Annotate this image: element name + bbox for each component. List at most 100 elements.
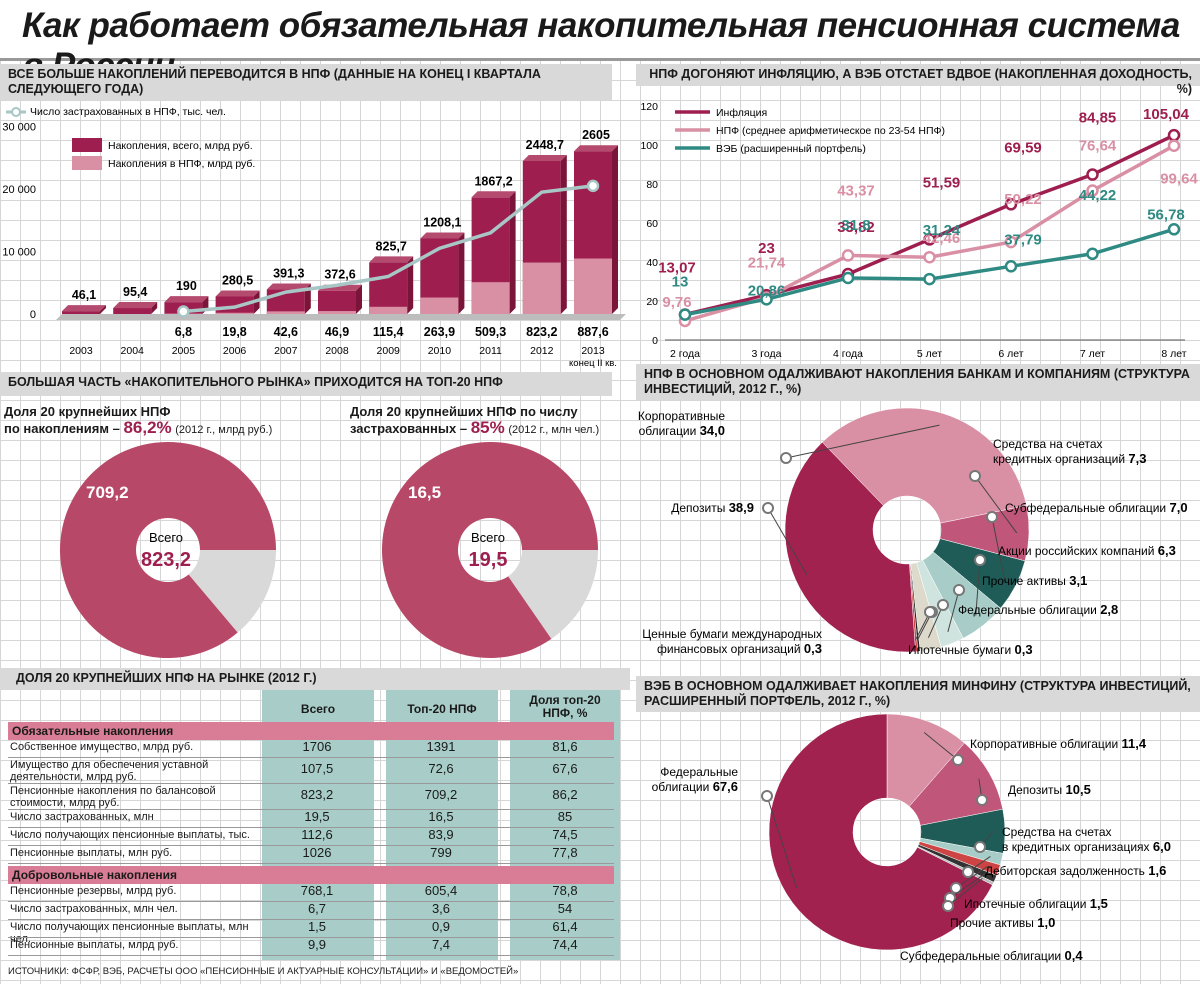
row-value: 86,2: [552, 787, 578, 802]
pie-leader-line: [949, 873, 985, 899]
series-value-label: 13: [672, 274, 689, 291]
series-value-label: 33,82: [837, 219, 875, 236]
donut-left-title-2: по накоплениям –: [4, 421, 124, 436]
donut-total-value: 19,5: [469, 549, 508, 571]
row-value: 6,7: [307, 901, 327, 916]
row-value: 1706: [302, 739, 332, 754]
series-value-label: 42,46: [923, 230, 961, 247]
bar-npf-value: 42,6: [274, 325, 298, 339]
bar-total-side: [612, 145, 618, 314]
pie-slice-label: Корпоративные: [638, 409, 725, 423]
row-divider: [8, 845, 614, 846]
pie-slice-name: Субфедеральные облигации: [1005, 501, 1169, 515]
col-header-total: Всего: [300, 702, 336, 716]
pie-slice-label: Дебиторская задолженность 1,6: [985, 863, 1166, 878]
bar-total-top: [215, 290, 260, 297]
bar-npf: [318, 311, 356, 314]
donut-right-pct: 85%: [470, 418, 505, 437]
bar-total-side: [509, 191, 516, 314]
legend-label: НПФ (среднее арифметическое по 23-54 НПФ…: [716, 125, 945, 137]
x-tick-label: 2012: [530, 345, 554, 357]
pie-slice-name: Прочие активы: [950, 916, 1037, 930]
x-tick-label: 2013: [581, 345, 605, 357]
x-tick-label: 2009: [377, 345, 401, 357]
row-value: 3,6: [431, 901, 451, 916]
y-tick-label: 10 000: [2, 247, 36, 259]
pie-leader-dot: [780, 452, 792, 464]
pie-slice-label: Депозиты 10,5: [1008, 782, 1091, 797]
bar-chart-accumulations: 0 10 000 20 000 30 000 Число застрахованных …: [2, 106, 626, 369]
pie-slice-name: Депозиты: [671, 501, 729, 515]
bar-total-value: 825,7: [376, 239, 407, 253]
row-value: 709,2: [424, 787, 458, 802]
table-row: Пенсионные выплаты, млрд руб. 9,9 7,4 74,4: [0, 938, 630, 956]
x-tick-label: 2 года: [670, 348, 700, 360]
legend-label: Инфляция: [716, 107, 767, 119]
insured-line: [183, 184, 594, 314]
pie-slice-value: 0,4: [1064, 948, 1083, 963]
bar-npf: [522, 262, 561, 314]
table-row: Имущество для обеспечения уставной деяте…: [0, 758, 630, 784]
col-header-share: Доля топ-20 НПФ, %: [529, 693, 601, 720]
pie-slice-name: в кредитных организациях: [1002, 840, 1153, 854]
pie-leader-dot: [962, 866, 974, 878]
pie-slice-name: облигации: [652, 780, 713, 794]
row-value: 19,5: [304, 809, 330, 824]
legend-label: ВЭБ (расширенный портфель): [716, 143, 866, 155]
pie-leader-dot: [761, 790, 773, 802]
pie-slice-name: Субфедеральные облигации: [900, 949, 1064, 963]
pie-slice-label: Ценные бумаги международных: [642, 627, 822, 641]
bar-npf: [266, 311, 305, 314]
bar-total-value: 372,6: [324, 268, 355, 282]
bar-total-top: [420, 232, 465, 239]
page-title: Как работает обязательная накопительная …: [22, 6, 1180, 85]
bar-total-side: [304, 283, 311, 314]
bar-total-top: [369, 256, 414, 263]
row-divider: [8, 757, 614, 758]
series-value-label: 56,78: [1147, 206, 1185, 223]
series-point: [841, 271, 855, 285]
legend-line-marker: [11, 107, 21, 117]
donut-slice-label: 709,2: [86, 483, 129, 502]
row-value: 85: [557, 809, 573, 824]
panel5-header: ВЭБ В ОСНОВНОМ ОДАЛЖИВАЕТ НАКОПЛЕНИЯ МИН…: [636, 676, 1200, 712]
table-row: Число получающих пенсионные выплаты, тыс…: [0, 828, 630, 846]
series-point: [1167, 139, 1181, 152]
x-tick-label: 2004: [121, 345, 145, 357]
series-value-label: 23: [758, 240, 775, 257]
legend-line-label: Число застрахованных в НПФ, тыс. чел.: [30, 106, 226, 118]
bar-total: [62, 311, 100, 314]
row-label: Число получающих пенсионные выплаты, млн…: [10, 921, 249, 945]
pie-leader-line: [975, 559, 981, 616]
stats-table: Всего Топ-20 НПФ Доля топ-20 НПФ, % Обяз…: [0, 690, 630, 984]
donut-charts-top20: 709,2 Всего 823,2 16,5 Всего 19,5: [60, 442, 598, 659]
bar-npf-value: 19,8: [222, 325, 246, 339]
panel2-header: НПФ ДОГОНЯЮТ ИНФЛЯЦИЮ, А ВЭБ ОТСТАЕТ ВДВ…: [636, 64, 1200, 96]
x-tick-label: 2006: [223, 345, 247, 357]
y-tick-label: 20 000: [2, 184, 36, 196]
series-value-label: 20,86: [748, 282, 786, 299]
series-point: [841, 249, 855, 262]
pie-slice-label: Корпоративные облигации 11,4: [970, 736, 1147, 751]
row-value: 78,8: [552, 883, 578, 898]
series-point: [1004, 235, 1018, 249]
pie-slice-name: Корпоративные облигации: [970, 737, 1122, 751]
bar-total-top: [164, 296, 209, 303]
pie-slice-label: Средства на счетах: [993, 437, 1103, 451]
pie-slice-value: 67,6: [713, 779, 738, 794]
pie-slice-label: Ипотечные облигации 1,5: [964, 896, 1108, 911]
row-value: 72,6: [428, 761, 454, 776]
donut-total-label: Всего: [471, 530, 505, 545]
row-label: Имущество для обеспечения уставной деяте…: [10, 759, 209, 783]
pie-slice-label: Субфедеральные облигации 7,0: [1005, 500, 1188, 515]
series-point: [1167, 223, 1181, 236]
panel3-header: БОЛЬШАЯ ЧАСТЬ «НАКОПИТЕЛЬНОГО РЫНКА» ПРИ…: [0, 372, 612, 396]
row-divider: [8, 809, 614, 810]
bar-npf-value: 509,3: [475, 325, 506, 339]
main-title-bar: Как работает обязательная накопительная …: [0, 0, 1200, 85]
pie-slice-label: Прочие активы 1,0: [950, 915, 1055, 930]
row-value: 9,9: [307, 937, 327, 952]
bar-npf-value: 115,4: [373, 325, 404, 339]
row-divider: [8, 937, 614, 938]
x-tick-label: 7 лет: [1080, 348, 1105, 360]
